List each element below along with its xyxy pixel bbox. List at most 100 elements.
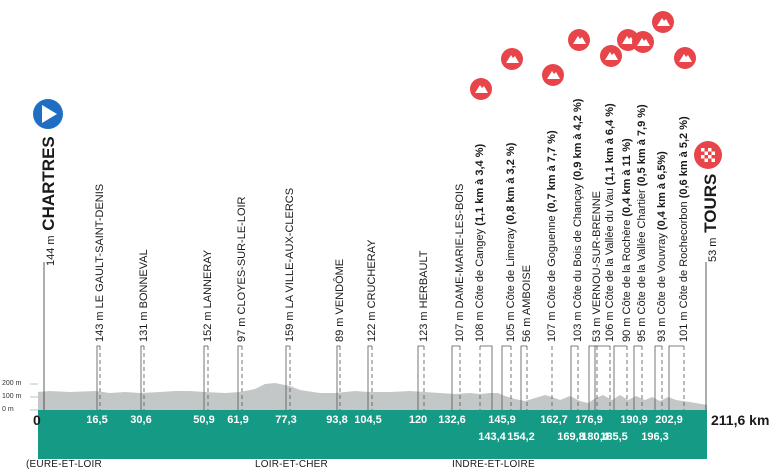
place-name: LE GAULT-SAINT-DENIS xyxy=(94,183,106,309)
total-distance: 211,6 km xyxy=(711,412,770,428)
place-altitude: 93 m xyxy=(656,317,668,342)
km-marker: 154,2 xyxy=(507,431,535,443)
climb-label: 103 m Côte du Bois de Chançay (0,9 km à … xyxy=(572,99,584,342)
place-altitude: 131 m xyxy=(138,311,150,342)
climb-detail: (0,8 km à 3,2 %) xyxy=(505,142,517,225)
place-altitude: 56 m xyxy=(521,317,533,342)
climb-icons xyxy=(470,11,696,100)
km-marker: 61,9 xyxy=(227,414,249,426)
place-name: HERBAULT xyxy=(418,250,430,309)
place-altitude: 123 m xyxy=(418,311,430,342)
place-guide-connector xyxy=(480,345,493,410)
place-guide-connector xyxy=(417,345,424,410)
place-guide-connector xyxy=(594,345,610,410)
place-name: Côte de Vouvray xyxy=(656,233,668,315)
place-name: Côte de la Rochère xyxy=(621,219,633,315)
checker-cell xyxy=(708,158,712,162)
km-marker: 180,4 xyxy=(581,431,609,443)
place-altitude: 90 m xyxy=(621,317,633,342)
start-icon xyxy=(33,99,63,129)
place-guide-connector xyxy=(501,345,511,410)
place-altitude: 103 m xyxy=(572,311,584,342)
place-name: LANNERAY xyxy=(202,249,214,309)
place-altitude: 95 m xyxy=(636,317,648,342)
finish-flag-icon xyxy=(694,141,722,169)
town-label: 122 m CRUCHERAY xyxy=(366,240,378,343)
town-label: 143 m LE GAULT-SAINT-DENIS xyxy=(94,184,106,342)
climb-mountain-icon xyxy=(600,45,622,67)
climb-detail: (0,6 km à 5,2 %) xyxy=(678,116,690,199)
checker-cell xyxy=(711,158,715,162)
town-label: 107 m DAME-MARIE-LES-BOIS xyxy=(454,184,466,342)
km-marker: 145,9 xyxy=(488,414,516,426)
km-marker: 30,6 xyxy=(130,414,152,426)
place-name: BONNEVAL xyxy=(138,249,150,309)
checker-cell xyxy=(704,148,708,152)
climb-label: 107 m Côte de Goguenne (0,7 km à 7,7 %) xyxy=(546,130,558,342)
place-guide-connector xyxy=(451,345,460,410)
km-marker: 169,8 xyxy=(557,431,585,443)
climb-mountain-icon xyxy=(470,78,492,100)
finish-altitude: 53 m xyxy=(707,237,719,262)
climb-mountain-icon xyxy=(568,29,590,51)
km-marker: 143,4 xyxy=(478,431,506,443)
place-guide-connector xyxy=(367,345,372,410)
place-altitude: 107 m xyxy=(454,311,466,342)
climb-label: 108 m Côte de Cangey (1,1 km à 3,4 %) xyxy=(474,144,486,342)
climb-mountain-icon xyxy=(674,47,696,69)
climb-label: 90 m Côte de la Rochère (0,4 km à 11 %) xyxy=(621,138,633,342)
place-name: Côte de Rochecorbon xyxy=(678,201,690,309)
place-altitude: 108 m xyxy=(474,311,486,342)
place-altitude: 89 m xyxy=(334,317,346,342)
checker-cell xyxy=(708,155,712,159)
place-altitude: 53 m xyxy=(591,317,603,342)
climb-mountain-icon xyxy=(632,31,654,53)
town-label: 152 m LANNERAY xyxy=(202,250,214,342)
start-name: CHARTRES xyxy=(39,136,58,231)
place-altitude: 159 m xyxy=(284,311,296,342)
finish-name: TOURS xyxy=(701,173,720,233)
place-name: DAME-MARIE-LES-BOIS xyxy=(454,183,466,309)
climb-mountain-icon xyxy=(542,64,564,86)
town-label: 159 m LA VILLE-AUX-CLERCS xyxy=(284,188,296,342)
place-guide-connector xyxy=(203,345,208,410)
checker-cell xyxy=(701,148,705,152)
y-axis-label-200: 200 m xyxy=(2,380,22,387)
place-guide-connector xyxy=(336,345,340,410)
town-label: 53 m VERNOU-SUR-BRENNE xyxy=(591,191,603,342)
climb-label: 106 m Côte de la Vallée du Vau (1,1 km à… xyxy=(604,103,616,342)
region-indre-et-loire: INDRE-ET-LOIRE xyxy=(452,459,535,470)
place-name: CRUCHERAY xyxy=(366,239,378,309)
km-marker: 16,5 xyxy=(86,414,108,426)
town-label: 123 m HERBAULT xyxy=(418,250,430,342)
climb-label: 105 m Côte de Limeray (0,8 km à 3,2 %) xyxy=(505,143,517,342)
place-name: Côte du Bois de Chançay xyxy=(572,183,584,309)
checker-cell xyxy=(708,151,712,155)
climb-label: 93 m Côte de Vouvray (0,4 km à 6,5%) xyxy=(656,151,668,342)
climb-detail: (0,4 km à 6,5%) xyxy=(656,151,668,231)
town-label: 131 m BONNEVAL xyxy=(138,249,150,342)
place-name: Côte de la Vallée du Vau xyxy=(604,188,616,309)
climb-mountain-icon xyxy=(501,48,523,70)
town-label: 97 m CLOYES-SUR-LE-LOIR xyxy=(236,196,248,342)
place-altitude: 107 m xyxy=(546,311,558,342)
km-marker: 196,3 xyxy=(641,431,669,443)
climb-label: 95 m Côte de la Vallée Chartier (0,5 km … xyxy=(636,104,648,342)
place-name: Côte de Cangey xyxy=(474,228,486,309)
km-marker: 190,9 xyxy=(620,414,648,426)
place-altitude: 106 m xyxy=(604,311,616,342)
place-guide-connector xyxy=(285,345,290,410)
finish-label: 53 m TOURS xyxy=(701,173,722,262)
km-marker: 176,9 xyxy=(575,414,603,426)
climb-detail: (0,9 km à 4,2 %) xyxy=(572,98,584,181)
checker-cell xyxy=(701,158,705,162)
place-guide-connector xyxy=(668,345,684,410)
place-name: AMBOISE xyxy=(521,264,533,316)
place-guides xyxy=(96,345,685,410)
checker-cell xyxy=(704,158,708,162)
km-marker: 104,5 xyxy=(354,414,382,426)
place-altitude: 143 m xyxy=(94,311,106,342)
place-name: Côte de Goguenne xyxy=(546,215,558,309)
place-altitude: 105 m xyxy=(505,311,517,342)
